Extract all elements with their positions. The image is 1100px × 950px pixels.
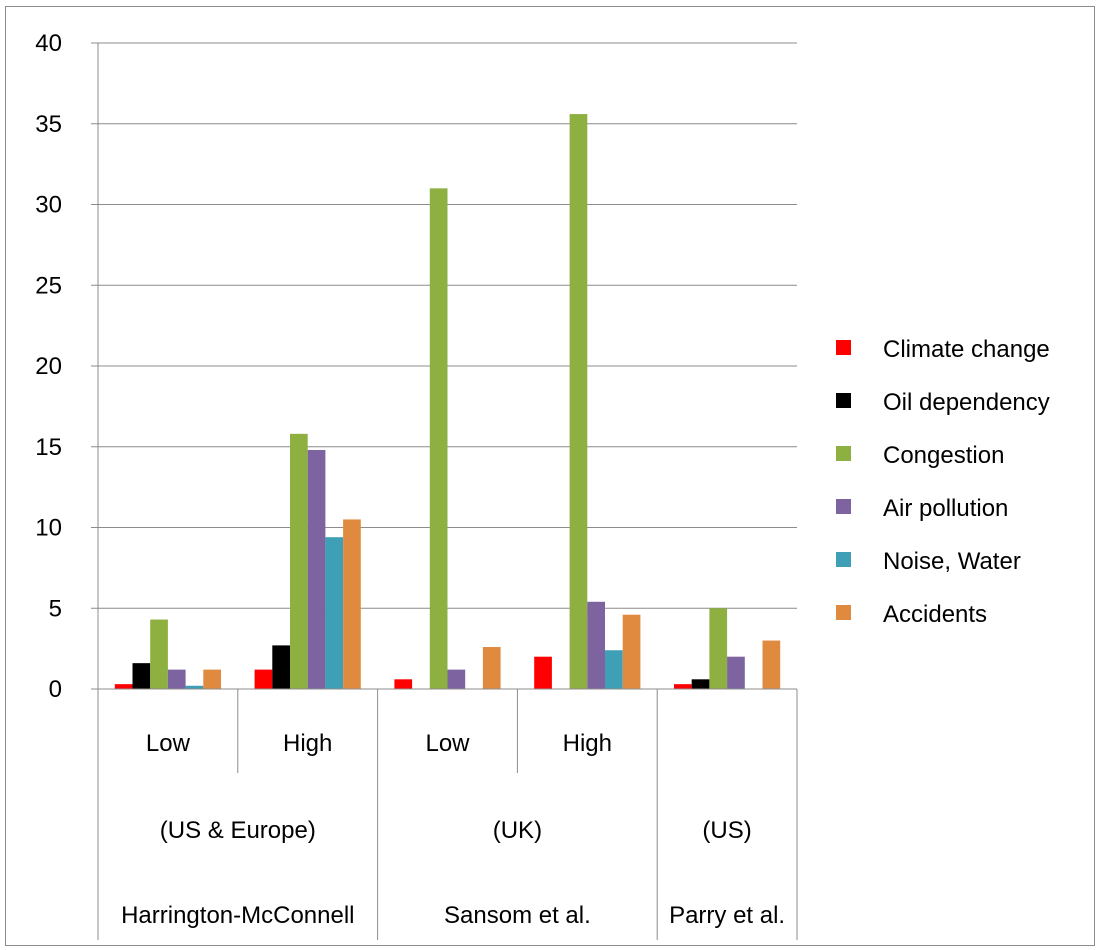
bar <box>325 537 344 689</box>
legend-label: Oil dependency <box>883 389 1050 416</box>
bar <box>343 519 361 689</box>
bar <box>691 679 710 689</box>
bar <box>482 647 501 689</box>
bar <box>622 614 641 689</box>
x-group-label: (US) <box>702 817 751 844</box>
axes <box>91 42 798 940</box>
legend-swatch <box>836 393 851 408</box>
x-category-label: Low <box>146 730 191 757</box>
bar <box>290 433 308 689</box>
bar <box>534 656 552 689</box>
bar <box>307 449 326 689</box>
legend-label: Noise, Water <box>883 548 1021 575</box>
bar <box>185 685 204 689</box>
y-tick-label: 5 <box>49 595 62 622</box>
x-group-label: (UK) <box>493 817 542 844</box>
bar <box>674 684 692 689</box>
legend-label: Climate change <box>883 336 1050 363</box>
bar <box>709 608 728 689</box>
chart-frame <box>5 6 1095 946</box>
legend: Climate change Oil dependency Congestion Ai… <box>836 336 1050 628</box>
bar <box>167 669 186 689</box>
y-tick-label: 40 <box>35 30 62 57</box>
x-category-labels: Low High Low High (US & Europe) (UK) (US) Harri… <box>121 730 785 929</box>
y-tick-label: 10 <box>35 515 62 542</box>
y-tick-label: 20 <box>35 353 62 380</box>
x-category-label: High <box>563 730 612 757</box>
bar <box>727 656 745 689</box>
legend-swatch <box>836 605 851 620</box>
y-tick-label: 30 <box>35 192 62 219</box>
bar <box>762 640 781 689</box>
bars <box>114 114 781 689</box>
legend-swatch <box>836 446 851 461</box>
bar <box>447 669 466 689</box>
bar <box>203 669 221 689</box>
bar <box>272 645 290 689</box>
x-study-label: Sansom et al. <box>444 902 591 929</box>
y-tick-label: 25 <box>35 272 62 299</box>
x-category-label: Low <box>425 730 470 757</box>
legend-label: Air pollution <box>883 495 1008 522</box>
legend-swatch <box>836 499 851 514</box>
x-group-label: (US & Europe) <box>160 817 316 844</box>
bar <box>587 601 605 689</box>
x-study-label: Harrington-McConnell <box>121 902 354 929</box>
legend-swatch <box>836 552 851 567</box>
y-tick-labels: 0 5 10 15 20 25 30 35 40 <box>35 30 62 703</box>
bar <box>114 684 133 689</box>
bar <box>394 679 413 689</box>
bar <box>429 188 448 689</box>
legend-swatch <box>836 340 851 355</box>
bar <box>150 619 168 689</box>
x-category-label: High <box>283 730 332 757</box>
y-tick-label: 0 <box>49 676 62 703</box>
x-study-label: Parry et al. <box>669 902 785 929</box>
y-tick-label: 35 <box>35 111 62 138</box>
legend-label: Congestion <box>883 442 1004 469</box>
bar <box>132 663 151 689</box>
bar <box>254 669 273 689</box>
bar <box>605 650 623 689</box>
legend-label: Accidents <box>883 601 987 628</box>
y-tick-label: 15 <box>35 434 62 461</box>
bar <box>569 114 588 689</box>
